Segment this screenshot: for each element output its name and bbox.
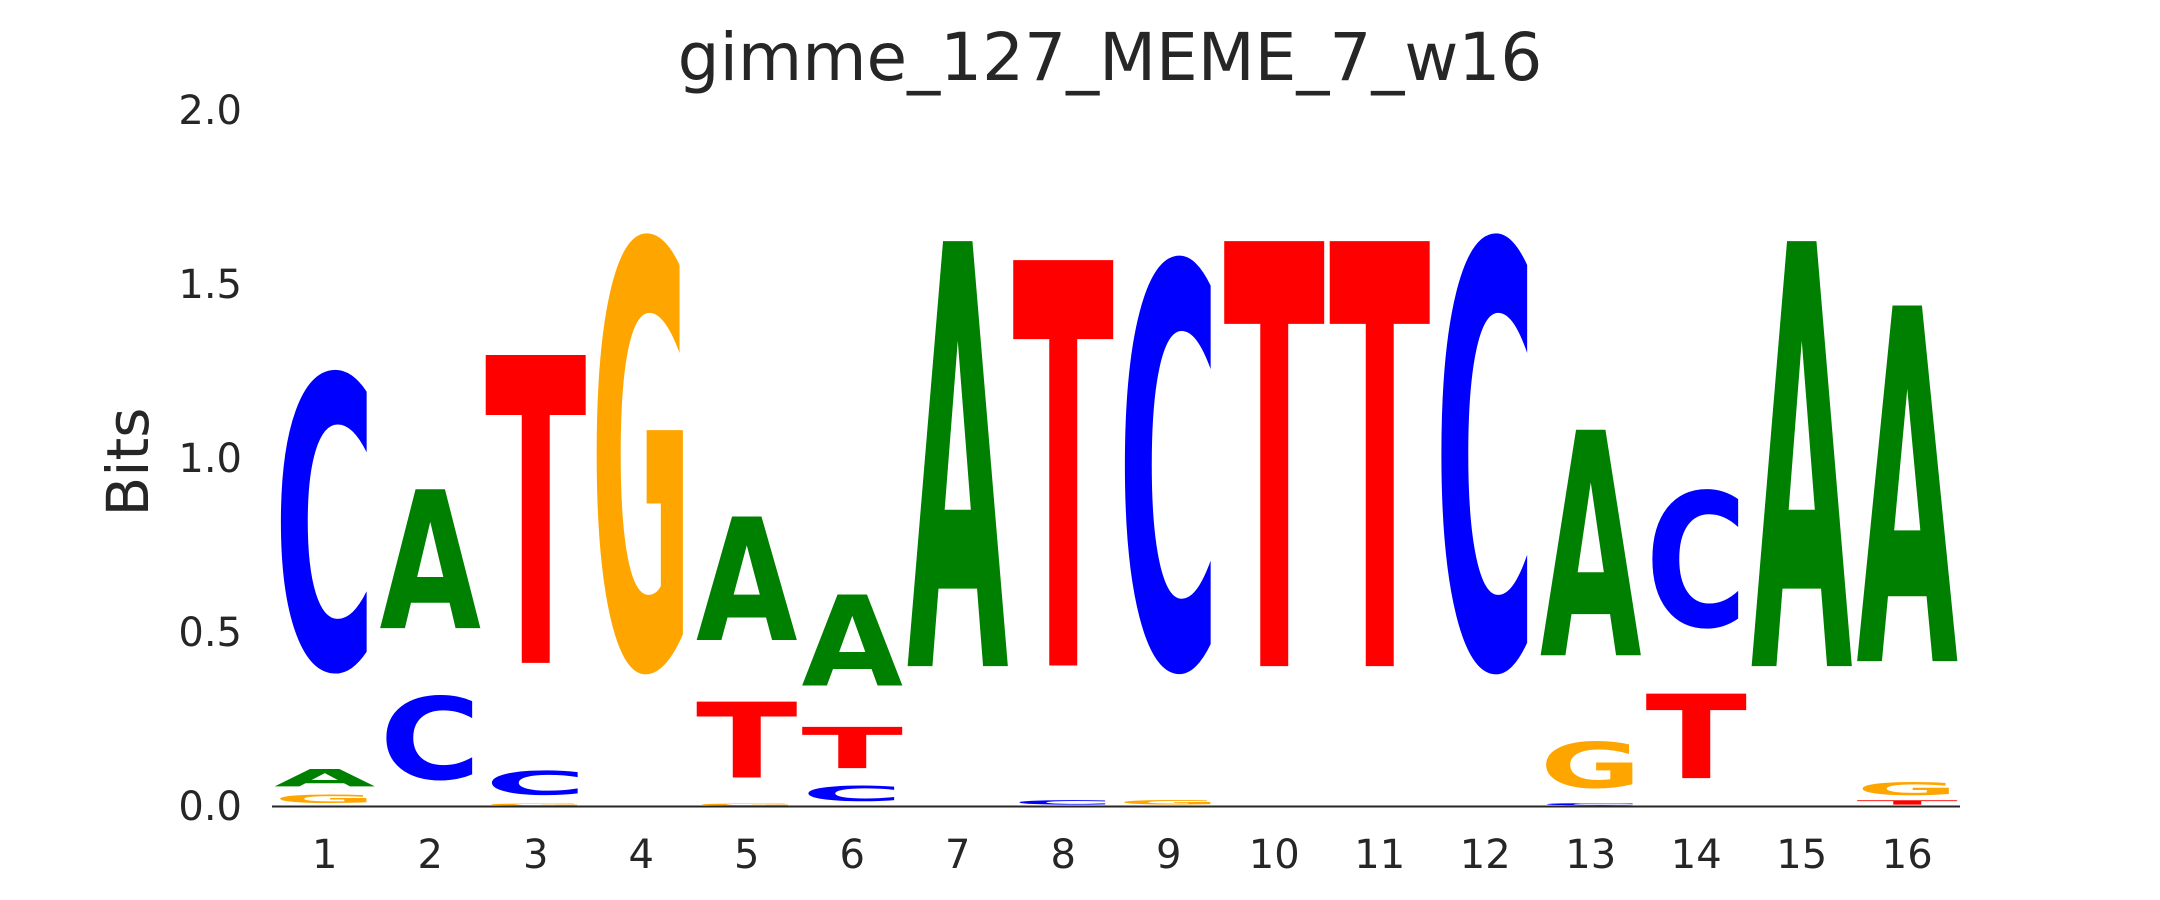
- logo-column: A: [907, 125, 1009, 804]
- logo-column: T: [1329, 126, 1431, 804]
- logo-column: G: [591, 127, 692, 805]
- logo-letter-G: G: [1540, 730, 1641, 803]
- x-tick-label: 3: [523, 832, 548, 878]
- logo-letter-T: T: [1646, 671, 1747, 806]
- x-axis-ticks: 1 2 3 4 5 6 7 8 9 10 11 12 13 14 15 16: [312, 832, 1933, 878]
- logo-letter-A: A: [802, 570, 903, 715]
- x-tick-label: 7: [945, 832, 970, 878]
- logo-column: GTA: [696, 482, 797, 806]
- logo-letter-G: G: [696, 803, 797, 806]
- logo-letter-G: G: [1118, 799, 1219, 806]
- x-tick-label: 6: [840, 832, 865, 878]
- logo-column: C: [1435, 125, 1536, 803]
- logo-letter-T: T: [485, 271, 587, 763]
- x-tick-label: 2: [418, 832, 443, 878]
- x-tick-label: 14: [1671, 832, 1722, 878]
- y-tick-label: 2.0: [178, 88, 242, 134]
- logo-letter-A: A: [1540, 369, 1641, 730]
- logo-column: CTA: [802, 570, 904, 806]
- logo-letter-T: T: [1013, 151, 1115, 799]
- logo-letter-A: A: [696, 482, 797, 680]
- logo-letter-C: C: [380, 674, 481, 806]
- logo-column: TC: [1646, 456, 1748, 806]
- y-tick-label: 0.5: [178, 610, 242, 656]
- logo-letter-T: T: [802, 716, 904, 782]
- logo-column: CGA: [1540, 369, 1641, 806]
- logo-letter-A: A: [1857, 209, 1959, 777]
- y-tick-label: 0.0: [178, 784, 242, 830]
- logo-letter-C: C: [1118, 155, 1220, 798]
- x-tick-label: 12: [1460, 832, 1511, 878]
- logo-letter-C: C: [485, 764, 586, 802]
- x-tick-label: 9: [1156, 832, 1181, 878]
- logo-letter-C: C: [802, 782, 903, 806]
- logo-letter-G: G: [1857, 778, 1958, 799]
- chart-title: gimme_127_MEME_7_w16: [678, 19, 1543, 96]
- logo-column: GC: [1118, 155, 1220, 806]
- x-tick-label: 13: [1565, 832, 1616, 878]
- logo-letter-T: T: [696, 682, 797, 803]
- logo-letter-A: A: [380, 451, 481, 673]
- logo-letter-G: G: [485, 803, 586, 806]
- y-tick-label: 1.5: [178, 262, 242, 308]
- logo-letter-T: T: [1329, 126, 1431, 804]
- logo-column: CA: [380, 451, 481, 806]
- x-tick-label: 1: [312, 832, 337, 878]
- logo-letter-C: C: [1646, 456, 1748, 670]
- x-tick-label: 15: [1776, 832, 1827, 878]
- x-tick-label: 5: [734, 832, 759, 878]
- logo-letter-A: A: [1751, 125, 1853, 804]
- logo-letter-G: G: [274, 792, 375, 806]
- x-tick-label: 4: [629, 832, 654, 878]
- logo-letter-T: T: [1224, 126, 1326, 804]
- logo-letter-T: T: [1857, 799, 1959, 806]
- logo-letter-C: C: [1013, 799, 1115, 806]
- x-tick-label: 8: [1051, 832, 1076, 878]
- y-axis-ticks: 0.0 0.5 1.0 1.5 2.0: [178, 88, 242, 830]
- logo-column: GAC: [274, 295, 376, 806]
- y-axis-label: Bits: [94, 408, 162, 517]
- logo-column: T: [1224, 126, 1326, 804]
- logo-letter-C: C: [1540, 803, 1641, 806]
- x-tick-label: 16: [1882, 832, 1933, 878]
- x-tick-label: 10: [1249, 832, 1300, 878]
- logo-letter-C: C: [1435, 125, 1536, 803]
- logo-column: A: [1751, 125, 1853, 804]
- x-tick-label: 11: [1354, 832, 1405, 878]
- logo-letter-A: A: [907, 125, 1009, 804]
- logo-letter-A: A: [274, 765, 376, 793]
- logo-column: GCT: [485, 271, 587, 806]
- logo-column: TGA: [1857, 209, 1959, 806]
- logo-letter-C: C: [274, 295, 375, 763]
- logo-column: CT: [1013, 151, 1115, 807]
- y-tick-label: 1.0: [178, 436, 242, 482]
- logo-letter-G: G: [591, 127, 692, 805]
